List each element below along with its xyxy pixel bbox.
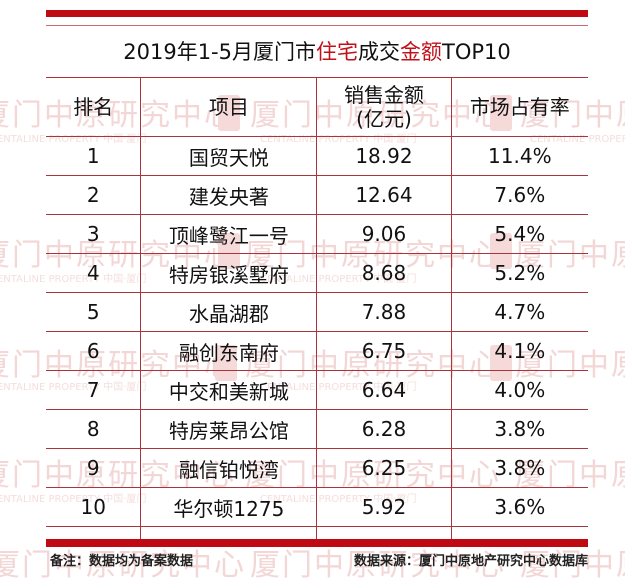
cell-amount: 6.64 [316, 370, 452, 410]
cell-rank: 5 [46, 292, 141, 332]
spacer-cell [450, 526, 588, 543]
table-row: 5 水晶湖郡 7.88 4.7% [46, 292, 588, 332]
cell-share: 5.4% [450, 214, 588, 254]
table-row: 9 融信铂悦湾 6.25 3.8% [46, 448, 588, 488]
cell-amount: 6.75 [316, 331, 452, 371]
table-row: 10 华尔顿1275 5.92 3.6% [46, 487, 588, 527]
cell-rank: 7 [46, 370, 141, 410]
cell-project: 融创东南府 [140, 331, 317, 371]
cell-share: 3.6% [450, 487, 588, 527]
bottom-accent-bar [46, 539, 588, 547]
cell-rank: 9 [46, 448, 141, 488]
table-spacer-row [46, 526, 588, 543]
cell-amount: 9.06 [316, 214, 452, 254]
footer-note: 备注：数据均为备案数据 [50, 554, 194, 569]
spacer-cell [316, 526, 452, 543]
cell-project: 国贸天悦 [140, 136, 317, 176]
header-share: 市场占有率 [450, 77, 588, 137]
cell-project: 融信铂悦湾 [140, 448, 317, 488]
header-amount-line2: (亿元) [356, 107, 412, 131]
cell-project: 顶峰鹭江一号 [140, 214, 317, 254]
top-accent-bar [46, 10, 588, 17]
table-header-row: 排名 项目 销售金额 (亿元) 市场占有率 [46, 77, 588, 137]
title-suffix: TOP10 [442, 40, 511, 64]
cell-share: 4.0% [450, 370, 588, 410]
cell-rank: 8 [46, 409, 141, 449]
title-middle: 成交 [358, 40, 400, 64]
cell-project: 水晶湖郡 [140, 292, 317, 332]
table-row: 3 顶峰鹭江一号 9.06 5.4% [46, 214, 588, 254]
header-amount-line1: 销售金额 [343, 83, 424, 107]
cell-project: 特房莱昂公馆 [140, 409, 317, 449]
cell-rank: 10 [46, 487, 141, 527]
header-rank: 排名 [46, 77, 141, 137]
cell-amount: 12.64 [316, 175, 452, 215]
cell-share: 3.8% [450, 448, 588, 488]
page-title: 2019年1-5月厦门市住宅成交金额TOP10 [46, 36, 588, 68]
cell-amount: 5.92 [316, 487, 452, 527]
table-row: 6 融创东南府 6.75 4.1% [46, 331, 588, 371]
cell-rank: 1 [46, 136, 141, 176]
cell-amount: 7.88 [316, 292, 452, 332]
spacer-cell [46, 526, 141, 543]
table-row: 7 中交和美新城 6.64 4.0% [46, 370, 588, 410]
header-project: 项目 [140, 77, 317, 137]
cell-rank: 6 [46, 331, 141, 371]
cell-amount: 18.92 [316, 136, 452, 176]
title-prefix: 2019年1-5月厦门市 [123, 40, 316, 64]
cell-share: 11.4% [450, 136, 588, 176]
spacer-cell [140, 526, 317, 543]
cell-amount: 6.28 [316, 409, 452, 449]
table-row: 1 国贸天悦 18.92 11.4% [46, 136, 588, 176]
cell-rank: 4 [46, 253, 141, 293]
cell-rank: 3 [46, 214, 141, 254]
cell-project: 特房银溪墅府 [140, 253, 317, 293]
table-row: 8 特房莱昂公馆 6.28 3.8% [46, 409, 588, 449]
title-highlight-residential: 住宅 [316, 40, 358, 64]
header-amount: 销售金额 (亿元) [316, 77, 452, 137]
cell-project: 建发央著 [140, 175, 317, 215]
title-highlight-amount: 金额 [400, 40, 442, 64]
cell-share: 7.6% [450, 175, 588, 215]
cell-share: 4.1% [450, 331, 588, 371]
cell-share: 4.7% [450, 292, 588, 332]
cell-amount: 6.25 [316, 448, 452, 488]
cell-rank: 2 [46, 175, 141, 215]
cell-amount: 8.68 [316, 253, 452, 293]
table-row: 4 特房银溪墅府 8.68 5.2% [46, 253, 588, 293]
ranking-table: 排名 项目 销售金额 (亿元) 市场占有率 1 国贸天悦 18.92 11.4%… [46, 77, 588, 543]
cell-share: 3.8% [450, 409, 588, 449]
cell-project: 华尔顿1275 [140, 487, 317, 527]
footer-source: 数据来源：厦门中原地产研究中心数据库 [353, 554, 588, 569]
cell-project: 中交和美新城 [140, 370, 317, 410]
cell-share: 5.2% [450, 253, 588, 293]
table-row: 2 建发央著 12.64 7.6% [46, 175, 588, 215]
top-divider [46, 25, 588, 26]
